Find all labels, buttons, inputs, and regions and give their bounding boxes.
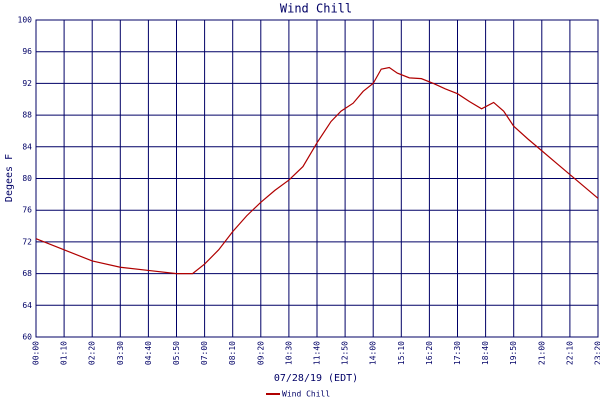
- x-tick-label: 15:10: [397, 341, 406, 365]
- y-tick-label: 92: [22, 79, 32, 88]
- x-tick-label: 01:10: [60, 341, 69, 365]
- y-axis-label: Degees F: [4, 154, 15, 202]
- x-tick-label: 23:20: [594, 341, 600, 365]
- x-tick-label: 02:20: [88, 341, 97, 365]
- y-tick-label: 68: [22, 269, 32, 278]
- line: [35, 66, 599, 275]
- x-tick-label: 17:30: [453, 341, 462, 365]
- x-tick-label: 18:40: [481, 341, 490, 365]
- y-tick-label: 96: [22, 47, 32, 56]
- y-tick-label: 100: [18, 16, 33, 25]
- x-tick-label: 10:30: [284, 341, 293, 365]
- y-tick-label: 84: [22, 142, 32, 151]
- x-tick-label: 03:30: [116, 341, 125, 365]
- y-tick-label: 64: [22, 301, 32, 310]
- x-tick-label: 16:20: [425, 341, 434, 365]
- x-tick-label: 07:00: [200, 341, 209, 365]
- x-tick-label: 08:10: [228, 341, 237, 365]
- legend-label: Wind Chill: [282, 390, 330, 399]
- y-tick-label: 60: [22, 333, 32, 342]
- y-tick-label: 76: [22, 206, 32, 215]
- x-tick-label: 12:50: [341, 341, 350, 365]
- x-axis-label: 07/28/19 (EDT): [274, 373, 358, 384]
- x-tick-label: 00:00: [32, 341, 41, 365]
- x-tick-label: 04:40: [144, 341, 153, 365]
- x-tick-label: 05:50: [172, 341, 181, 365]
- chart-title: Wind Chill: [280, 2, 352, 16]
- x-tick-label: 21:00: [537, 341, 546, 365]
- y-tick-label: 80: [22, 174, 32, 183]
- x-tick-label: 09:20: [256, 341, 265, 365]
- x-tick-label: 22:10: [565, 341, 574, 365]
- x-tick-label: 14:00: [369, 341, 378, 365]
- y-tick-label: 72: [22, 237, 32, 246]
- y-tick-label: 88: [22, 111, 32, 120]
- x-tick-label: 11:40: [313, 341, 322, 365]
- x-tick-label: 19:50: [509, 341, 518, 365]
